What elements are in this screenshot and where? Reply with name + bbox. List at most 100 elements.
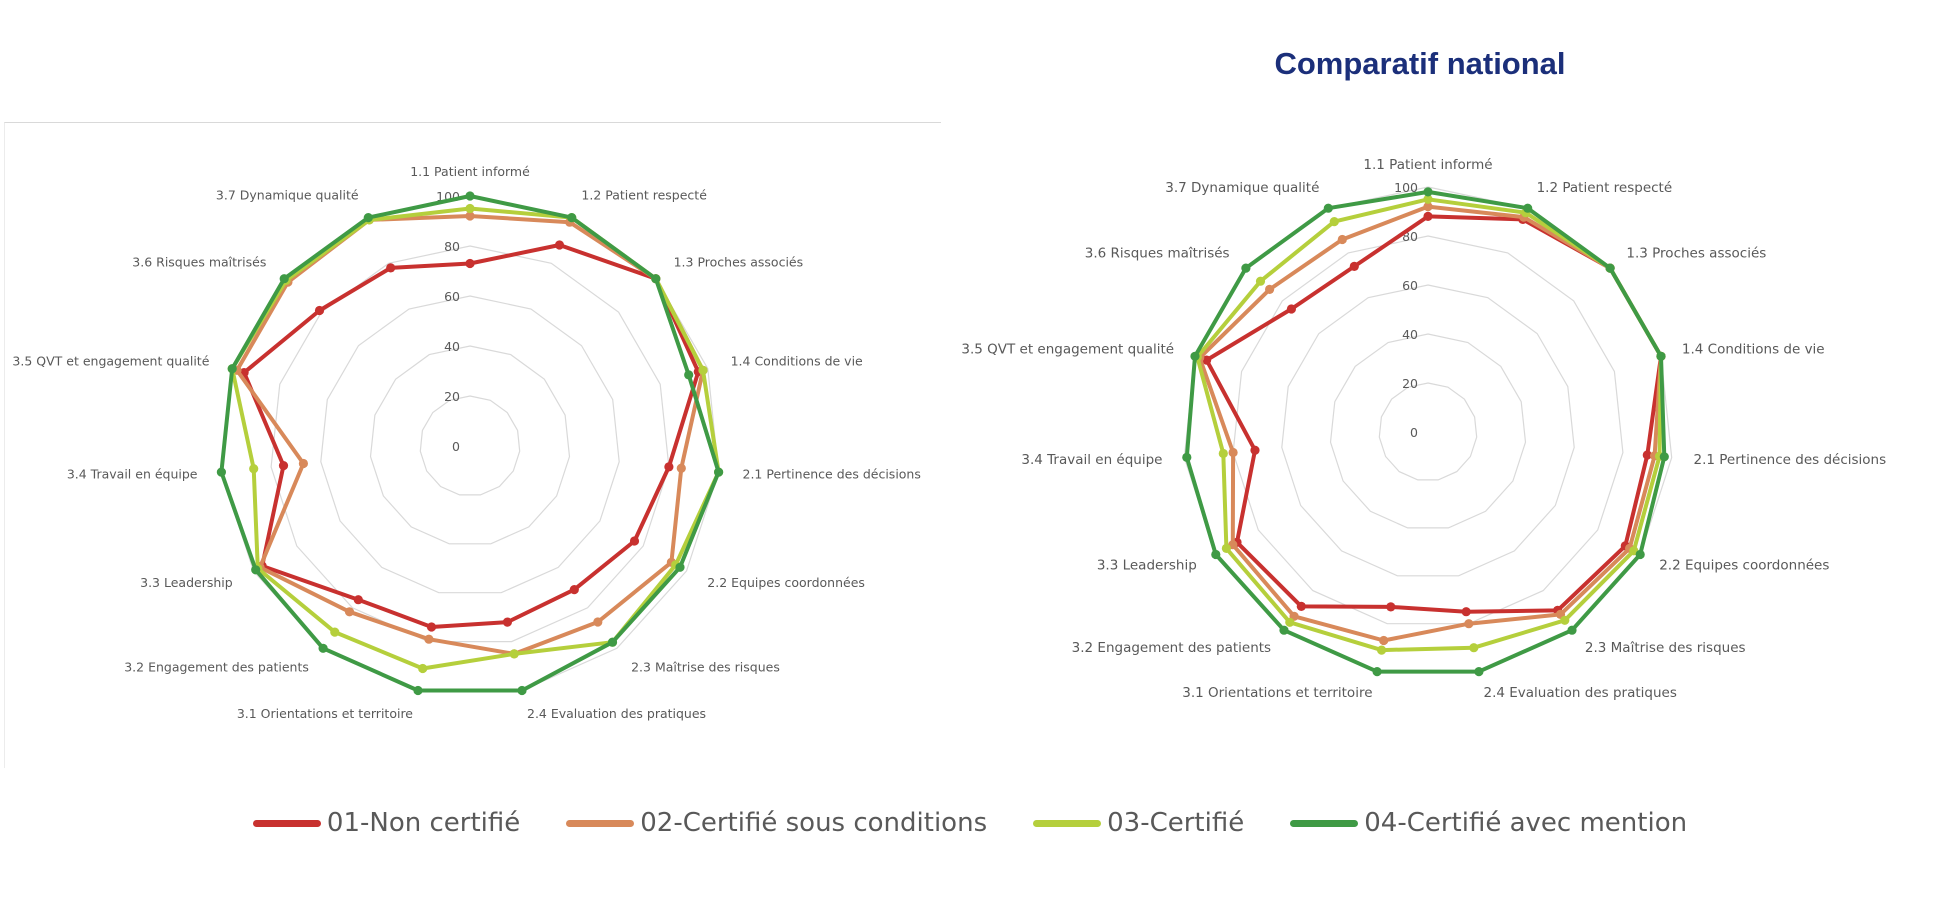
tick-label: 80	[444, 239, 460, 254]
axis-label: 2.3 Maîtrise des risques	[631, 660, 780, 675]
series-line	[219, 194, 721, 693]
series-line	[1204, 214, 1663, 614]
data-point	[465, 203, 475, 214]
grid-ring	[419, 395, 521, 496]
data-point	[1469, 643, 1479, 653]
data-point	[1221, 543, 1231, 554]
data-point	[1286, 304, 1296, 314]
axis-label: 3.6 Risques maîtrisés	[132, 255, 266, 270]
axis-label: 1.4 Conditions de vie	[1682, 342, 1825, 358]
legend-item-certifie-avec-mention: 04-Certifié avec mention	[1290, 808, 1687, 838]
grid-ring	[270, 245, 670, 643]
data-point	[698, 365, 708, 375]
data-point	[1567, 625, 1577, 635]
legend-swatch	[252, 819, 321, 827]
data-point	[1349, 261, 1359, 271]
data-point	[418, 663, 428, 674]
axis-label: 1.3 Proches associés	[1626, 245, 1766, 261]
axis-label: 3.2 Engagement des patients	[124, 660, 309, 675]
axis-label: 3.1 Orientations et territoire	[1182, 685, 1372, 701]
data-point	[651, 274, 661, 284]
data-point	[249, 464, 259, 474]
axis-label: 2.2 Equipes coordonnées	[1659, 558, 1829, 574]
data-point	[1372, 667, 1382, 677]
data-point	[1386, 602, 1396, 612]
data-point	[1329, 217, 1339, 227]
legend-label: 02-Certifié sous conditions	[640, 808, 988, 838]
data-point	[676, 463, 686, 473]
series-line	[242, 243, 701, 629]
data-point	[386, 263, 396, 273]
data-point	[1659, 452, 1669, 462]
left-chart-panel	[4, 122, 941, 768]
axis-label: 1.2 Patient respecté	[1537, 180, 1673, 196]
chart-title-comparatif-national: Comparatif national	[1274, 46, 1566, 81]
data-point	[413, 685, 423, 696]
data-point	[684, 370, 694, 380]
data-point	[1323, 203, 1333, 213]
tick-label: 0	[452, 439, 460, 454]
data-point	[1279, 625, 1289, 635]
grid-ring	[320, 295, 620, 594]
data-point	[1182, 452, 1192, 462]
data-point	[314, 305, 325, 316]
series-line	[235, 214, 705, 656]
data-point	[1635, 549, 1645, 560]
grid-ring	[1232, 235, 1624, 625]
radar-charts: 0 20 40 60 80 100 1.1 Patient informé 1.2 Patie…	[12, 157, 1887, 721]
data-point	[1228, 447, 1238, 458]
data-point	[1202, 355, 1212, 365]
data-point	[664, 462, 674, 472]
axis-label: 3.5 QVT et engagement qualité	[12, 353, 209, 368]
axis-label: 1.2 Patient respecté	[581, 188, 707, 203]
data-point	[509, 649, 519, 659]
axis-label: 3.2 Engagement des patients	[1072, 640, 1271, 656]
axis-label: 3.5 QVT et engagement qualité	[961, 342, 1174, 358]
legend-label: 04-Certifié avec mention	[1364, 808, 1688, 838]
data-point	[1656, 351, 1666, 361]
axis-label: 1.4 Conditions de vie	[731, 353, 863, 368]
data-point	[1211, 549, 1221, 560]
axis-label: 3.6 Risques maîtrisés	[1085, 245, 1230, 261]
data-point	[1265, 284, 1275, 294]
axis-label: 1.1 Patient informé	[1363, 157, 1492, 173]
data-point	[1523, 203, 1533, 213]
data-point	[1423, 194, 1433, 204]
data-point	[593, 617, 603, 627]
legend-item-certifie: 03-Certifié	[1033, 808, 1244, 838]
legend: 01-Non certifié 02-Certifié sous conditi…	[0, 808, 1940, 838]
data-point	[363, 213, 373, 223]
data-point	[675, 562, 685, 572]
data-point	[426, 622, 437, 632]
tick-label: 60	[444, 289, 460, 304]
grid-ring	[369, 345, 571, 545]
data-point	[1250, 445, 1260, 455]
data-point	[424, 634, 434, 644]
axis-label: 3.7 Dynamique qualité	[216, 188, 359, 203]
axis-label: 2.4 Evaluation des pratiques	[527, 706, 706, 721]
data-point	[1605, 263, 1615, 273]
axis-label: 2.1 Pertinence des décisions	[1694, 452, 1887, 468]
data-point	[330, 627, 340, 637]
data-point	[569, 585, 579, 595]
legend-swatch	[566, 819, 635, 827]
grid-ring	[1329, 333, 1527, 529]
data-point	[1423, 211, 1433, 221]
data-point	[1464, 619, 1474, 629]
data-point	[216, 467, 226, 477]
axis-label: 3.4 Travail en équipe	[67, 467, 198, 482]
data-point	[465, 258, 475, 269]
data-point	[629, 536, 640, 546]
axis-label: 3.1 Orientations et territoire	[237, 706, 413, 721]
data-point	[502, 617, 512, 627]
data-point	[1285, 617, 1295, 627]
data-point	[567, 213, 577, 223]
axis-label: 3.3 Leadership	[1097, 558, 1197, 574]
tick-label: 60	[1402, 278, 1418, 293]
legend-label: 01-Non certifié	[326, 808, 521, 838]
tick-label: 100	[1394, 180, 1418, 195]
data-point	[298, 458, 308, 469]
data-point	[465, 211, 475, 221]
data-point	[251, 565, 261, 575]
